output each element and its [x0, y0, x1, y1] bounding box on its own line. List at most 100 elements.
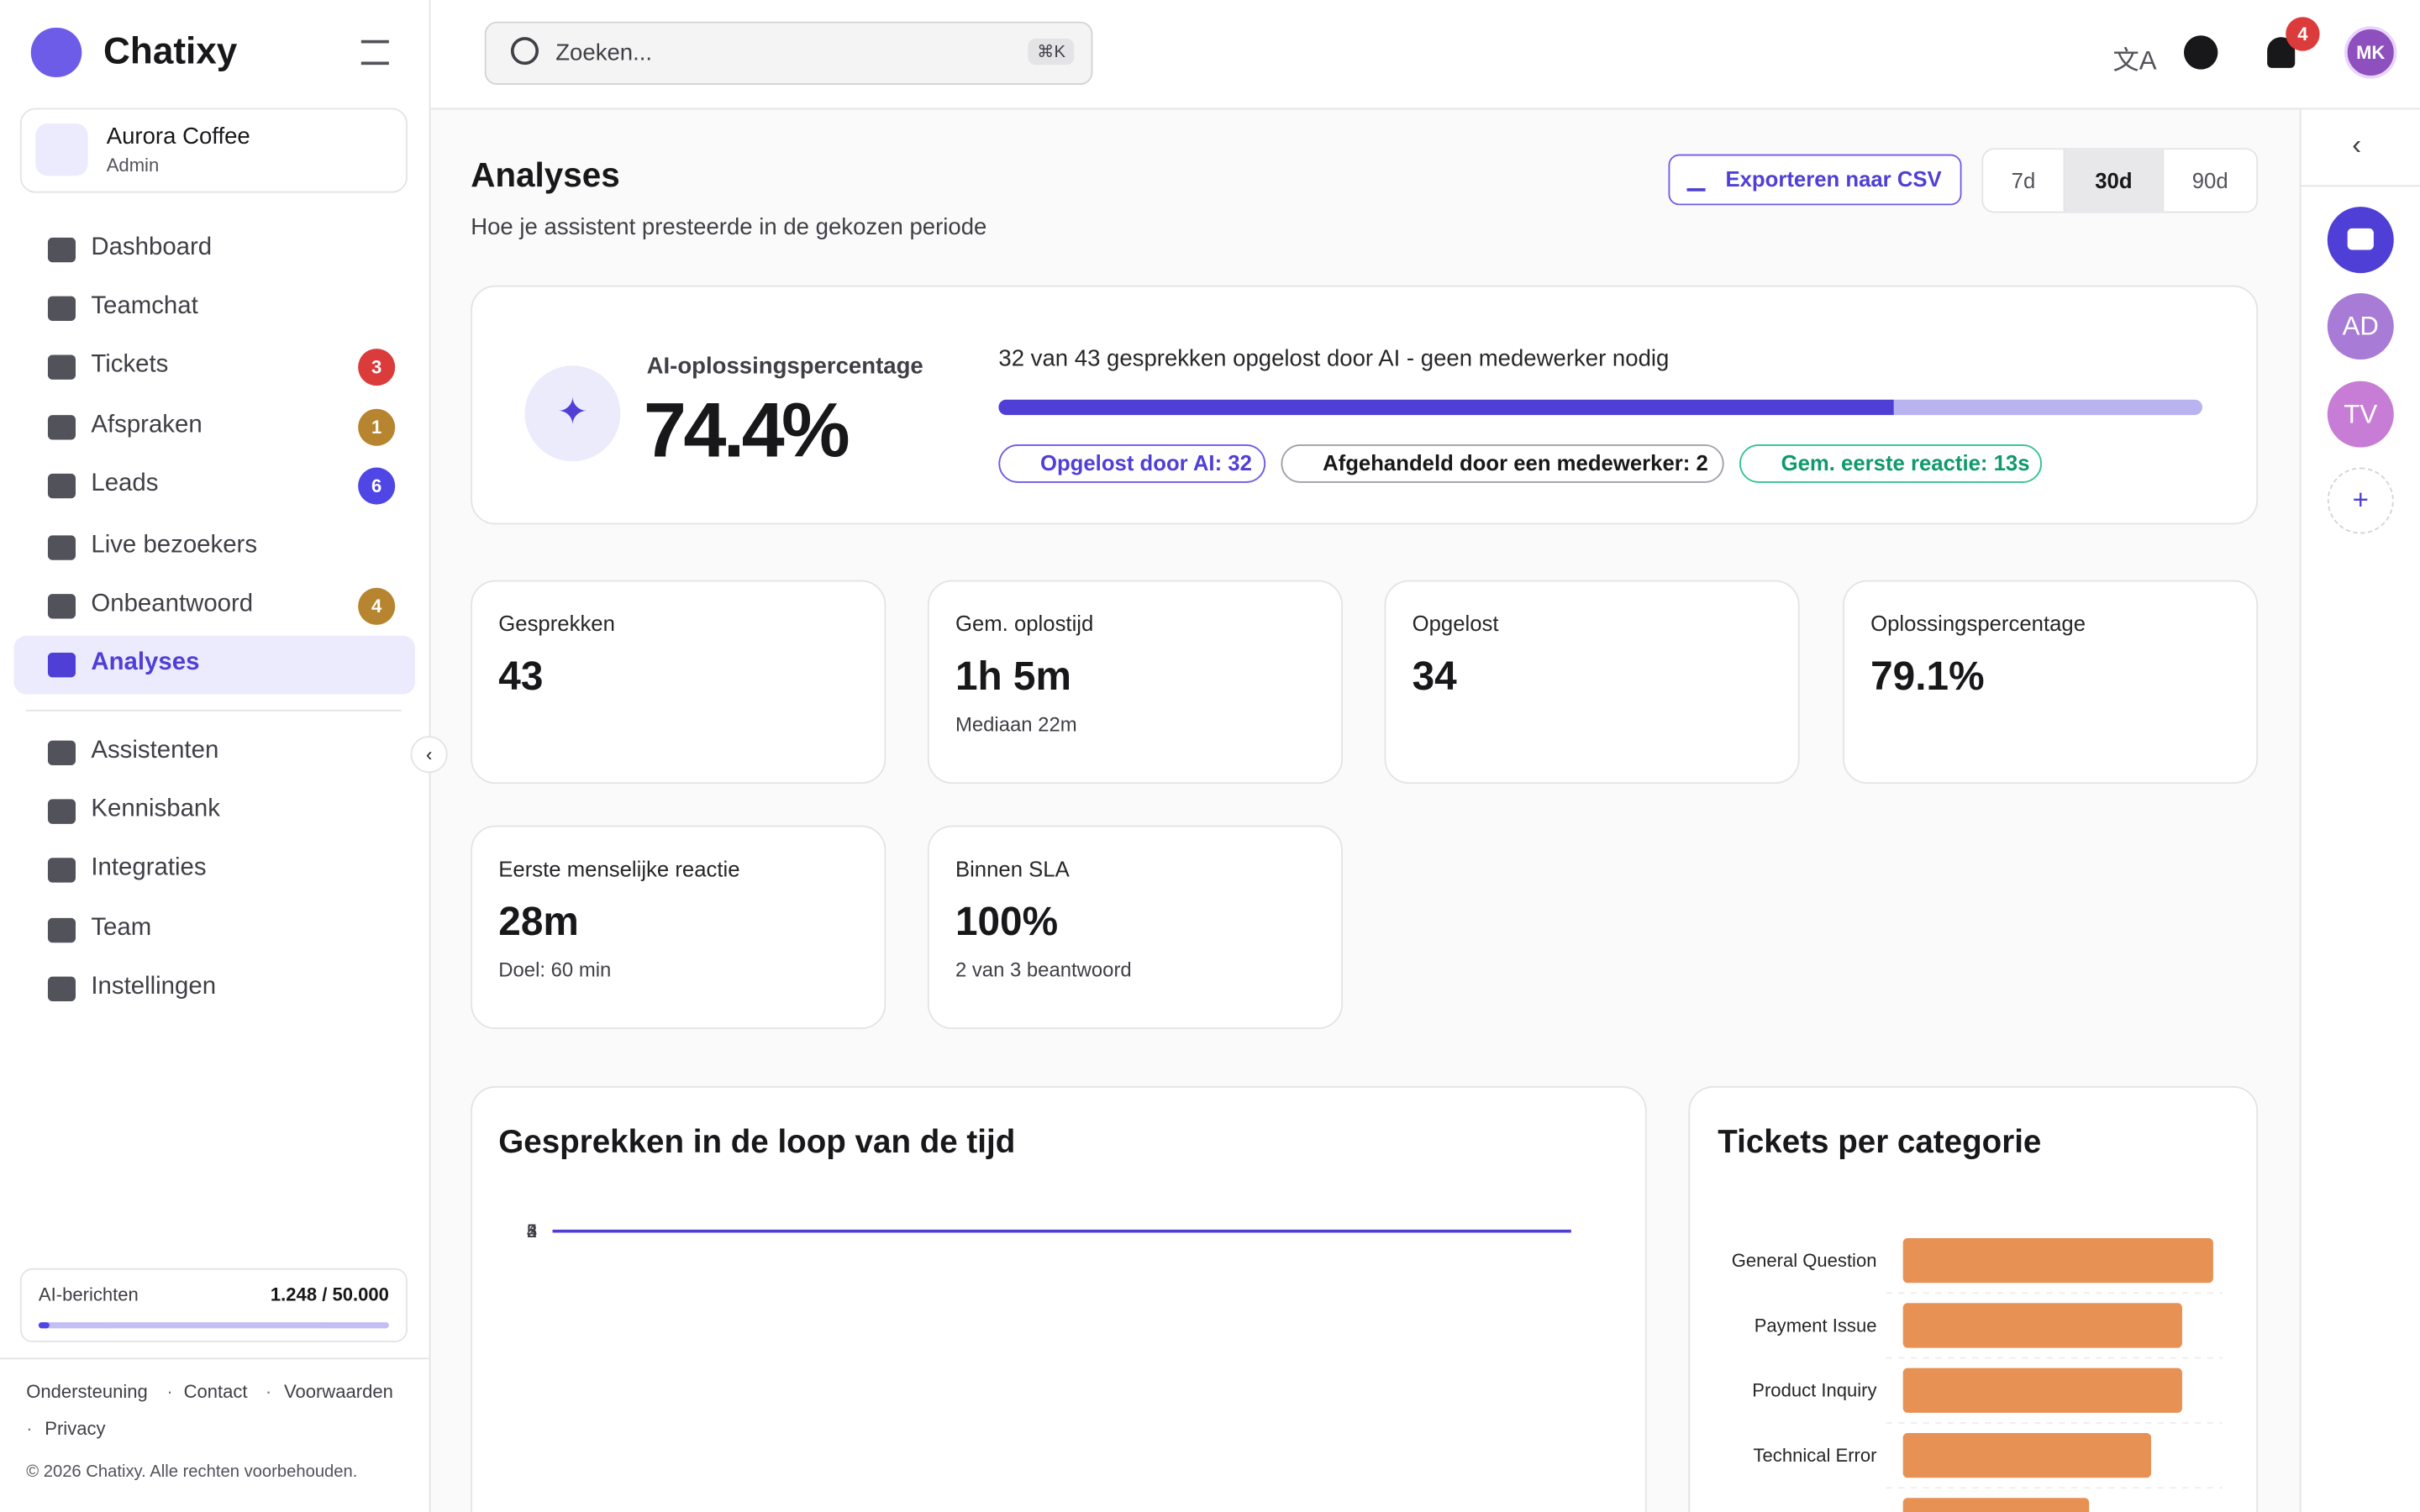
brand: Chatixy [103, 30, 238, 73]
collapse-sidebar[interactable]: ‹ [410, 736, 448, 774]
nav-badge: 6 [358, 467, 396, 505]
nav-item[interactable]: Teamchat [91, 292, 198, 320]
workspace-name: Aurora Coffee [106, 123, 250, 150]
usage-card [19, 1268, 408, 1342]
language-button[interactable]: 文A [2112, 46, 2157, 76]
nav-item[interactable]: Analyses [91, 649, 200, 676]
search[interactable] [484, 21, 1093, 86]
stat-value: 100% [955, 897, 1059, 945]
stat-label: Eerste menselijke reactie [498, 856, 740, 881]
stat-value: 43 [498, 652, 544, 700]
nav-item[interactable]: Assistenten [91, 737, 219, 764]
nav-badge: 3 [358, 349, 396, 386]
nav-icon [47, 535, 76, 560]
chart-title: Tickets per categorie [1718, 1124, 2041, 1160]
category-label: Technical Error [1754, 1445, 1877, 1466]
nav-icon [47, 354, 76, 380]
shortcut: ⌘K [1028, 38, 1075, 66]
stat-note: Mediaan 22m [955, 712, 1077, 737]
nav-item[interactable]: Live bezoekers [91, 532, 258, 559]
y-tick-label: 5 [527, 1221, 537, 1242]
bar [1902, 1432, 2152, 1478]
stat-value: 34 [1412, 652, 1457, 700]
workspace-icon [35, 123, 88, 176]
export-button[interactable]: Exporteren naar CSV [1668, 154, 1962, 206]
bar [1902, 1498, 2090, 1512]
logo [30, 28, 82, 77]
y-tick-label: 2 [527, 1221, 537, 1242]
stat-note: 2 van 3 beantwoord [955, 958, 1132, 982]
workspace-role: Admin [106, 154, 160, 176]
usage-track [38, 1322, 389, 1329]
nav-item[interactable]: Onbeantwoord [91, 591, 254, 617]
range-option-active[interactable]: 30d [2063, 150, 2165, 212]
bar [1902, 1368, 2182, 1413]
nav-badge: 4 [358, 587, 396, 625]
stat-card [471, 580, 886, 785]
page-subtitle: Hoe je assistent presteerde in de gekoze… [471, 214, 987, 241]
nav-icon [47, 976, 76, 1002]
page-title: Analyses [471, 155, 620, 195]
nav-icon [47, 296, 76, 322]
stat-value: 79.1% [1870, 652, 1985, 700]
nav-icon [47, 594, 76, 619]
chip: Afgehandeld door een medewerker: 2 [1281, 444, 1724, 483]
chat-icon [2347, 228, 2374, 250]
copyright: © 2026 Chatixy. Alle rechten voorbehoude… [26, 1462, 358, 1482]
theme-toggle[interactable] [2183, 35, 2218, 70]
y-tick-label: 3 [527, 1221, 537, 1242]
nav-item[interactable]: Afspraken [91, 412, 203, 438]
usage-fill [38, 1322, 50, 1329]
sparkle-icon: ✦ [524, 365, 621, 462]
rail-collapse[interactable]: ‹ [2352, 129, 2362, 161]
ai-progress-track [998, 399, 2203, 416]
stat-label: Oplossingspercentage [1870, 611, 2086, 636]
line-chart-card [471, 1086, 1647, 1512]
nav-item[interactable]: Team [91, 915, 152, 942]
nav-item[interactable]: Kennisbank [91, 795, 220, 822]
nav-item[interactable]: Integraties [91, 854, 207, 881]
nav-icon [47, 917, 76, 943]
nav-badge: 1 [358, 408, 396, 446]
ai-rate-value: 74.4% [643, 387, 850, 474]
range-option[interactable]: 7d [2011, 168, 2036, 193]
chip: Opgelost door AI: 32 [998, 444, 1266, 483]
nav-icon [47, 473, 76, 499]
nav-item[interactable]: Tickets [91, 351, 169, 379]
user-avatar[interactable]: MK [2344, 26, 2397, 79]
sidebar-settings[interactable] [360, 39, 389, 66]
nav-item[interactable]: Dashboard [91, 234, 213, 261]
nav-item[interactable]: Leads [91, 470, 159, 497]
range-option[interactable]: 90d [2191, 168, 2228, 193]
workspace-switcher[interactable] [19, 108, 408, 193]
search-placeholder: Zoeken... [555, 39, 653, 66]
nav-icon [47, 740, 76, 766]
search-icon [510, 37, 539, 66]
divider [26, 709, 402, 711]
agent-avatar[interactable]: TV [2327, 381, 2394, 448]
separator: · [26, 1417, 33, 1440]
nav-item[interactable]: Instellingen [91, 973, 217, 1000]
divider [2301, 185, 2420, 187]
nav-icon [47, 415, 76, 440]
separator: · [265, 1380, 272, 1403]
agent-avatar[interactable]: AD [2327, 292, 2394, 360]
footer-link[interactable]: Contact [183, 1380, 248, 1403]
stat-card [927, 825, 1343, 1030]
stat-card [471, 825, 886, 1030]
range-selector: 7d 30d 90d [1981, 148, 2259, 213]
ai-rate-label: AI-oplossingspercentage [646, 353, 923, 380]
bar [1902, 1303, 2182, 1348]
category-label: Payment Issue [1754, 1315, 1877, 1336]
nav-icon [47, 652, 76, 678]
footer-link[interactable]: Ondersteuning [26, 1380, 148, 1403]
footer-link[interactable]: Privacy [45, 1417, 106, 1440]
chip: Gem. eerste reactie: 13s [1739, 444, 2043, 483]
footer-link[interactable]: Voorwaarden [283, 1380, 393, 1403]
usage-value: 1.248 / 50.000 [270, 1284, 389, 1305]
nav-icon [47, 858, 76, 883]
add-agent[interactable]: + [2327, 467, 2394, 534]
stat-label: Gem. oplostijd [955, 611, 1094, 636]
chat-button[interactable] [2327, 207, 2394, 274]
